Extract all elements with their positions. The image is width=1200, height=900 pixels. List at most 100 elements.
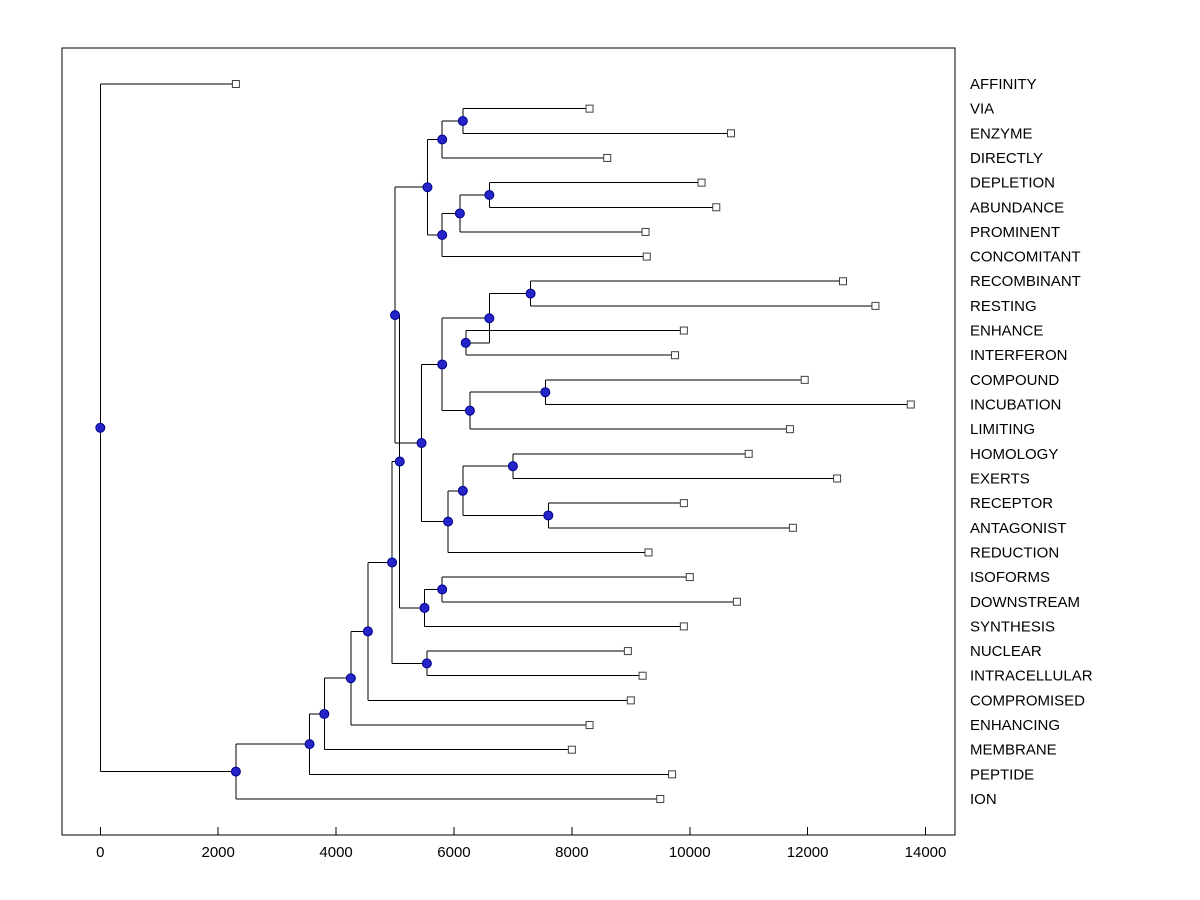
- leaf-label: VIA: [970, 101, 994, 118]
- internal-node-marker: [95, 422, 106, 433]
- internal-node-marker: [416, 438, 427, 449]
- internal-node-marker: [507, 461, 518, 472]
- internal-node-marker: [543, 510, 554, 521]
- internal-node-marker: [387, 557, 398, 568]
- leaf-marker: [685, 573, 694, 582]
- x-tick-label: 8000: [555, 844, 588, 861]
- leaf-marker: [800, 375, 809, 384]
- leaf-marker: [732, 597, 741, 606]
- x-tick-label: 6000: [437, 844, 470, 861]
- internal-node-marker: [394, 456, 405, 467]
- leaf-label: MEMBRANE: [970, 742, 1057, 759]
- leaf-label: ENHANCING: [970, 717, 1060, 734]
- leaf-label: PEPTIDE: [970, 766, 1034, 783]
- leaf-marker: [644, 548, 653, 557]
- leaf-label: ANTAGONIST: [970, 520, 1066, 537]
- leaf-marker: [231, 80, 240, 88]
- leaf-label: CONCOMITANT: [970, 249, 1081, 266]
- internal-node-marker: [437, 359, 448, 370]
- internal-node-marker: [437, 230, 448, 241]
- internal-node-marker: [421, 658, 432, 669]
- leaf-marker: [626, 696, 635, 705]
- leaf-marker: [603, 153, 612, 162]
- leaf-label: SYNTHESIS: [970, 618, 1055, 635]
- leaf-marker: [833, 474, 842, 483]
- internal-node-marker: [464, 405, 475, 416]
- internal-node-marker: [457, 115, 468, 126]
- leaf-label: REDUCTION: [970, 544, 1059, 561]
- leaf-marker: [656, 795, 665, 803]
- leaf-label: DIRECTLY: [970, 150, 1043, 167]
- internal-node-marker: [345, 673, 356, 684]
- leaf-marker: [642, 252, 651, 261]
- x-tick-label: 4000: [319, 844, 352, 861]
- internal-node-marker: [362, 626, 373, 637]
- leaf-label: ABUNDANCE: [970, 199, 1064, 216]
- x-tick-label: 12000: [787, 844, 829, 861]
- internal-node-marker: [454, 208, 465, 219]
- leaf-label: DOWNSTREAM: [970, 594, 1080, 611]
- x-tick-label: 10000: [669, 844, 711, 861]
- x-tick-label: 14000: [905, 844, 947, 861]
- internal-node-marker: [540, 387, 551, 398]
- leaf-label: ISOFORMS: [970, 569, 1050, 586]
- leaf-marker: [638, 671, 647, 680]
- leaf-label: INTERFERON: [970, 347, 1068, 364]
- leaf-marker: [788, 523, 797, 532]
- leaf-marker: [671, 351, 680, 360]
- leaf-label: RECOMBINANT: [970, 273, 1081, 290]
- leaf-marker: [727, 129, 736, 138]
- internal-node-marker: [422, 182, 433, 193]
- leaf-marker: [679, 326, 688, 335]
- x-tick-label: 2000: [202, 844, 235, 861]
- leaf-label: NUCLEAR: [970, 643, 1042, 660]
- leaf-marker: [744, 449, 753, 458]
- leaf-label: RECEPTOR: [970, 495, 1053, 512]
- leaf-label: ENZYME: [970, 125, 1033, 142]
- leaf-marker: [585, 104, 594, 113]
- leaf-label: COMPROMISED: [970, 692, 1085, 709]
- plot-border: [61, 47, 956, 836]
- leaf-label: RESTING: [970, 298, 1037, 315]
- leaf-marker: [679, 499, 688, 508]
- leaf-label: HOMOLOGY: [970, 446, 1058, 463]
- internal-node-marker: [419, 602, 430, 613]
- leaf-label: ENHANCE: [970, 323, 1043, 340]
- internal-node-marker: [390, 310, 401, 321]
- internal-node-marker: [437, 584, 448, 595]
- leaf-label: EXERTS: [970, 470, 1030, 487]
- internal-node-marker: [525, 288, 536, 299]
- leaf-label: DEPLETION: [970, 175, 1055, 192]
- leaf-label: AFFINITY: [970, 76, 1037, 93]
- internal-node-marker: [319, 708, 330, 719]
- leaf-marker: [906, 400, 915, 409]
- leaf-marker: [785, 425, 794, 434]
- leaf-label: INCUBATION: [970, 397, 1061, 414]
- leaf-marker: [712, 203, 721, 212]
- internal-node-marker: [457, 485, 468, 496]
- leaf-marker: [641, 227, 650, 236]
- leaf-marker: [679, 622, 688, 631]
- internal-node-marker: [460, 337, 471, 348]
- internal-node-marker: [484, 189, 495, 200]
- leaf-label: INTRACELLULAR: [970, 668, 1093, 685]
- leaf-marker: [567, 745, 576, 754]
- internal-node-marker: [484, 313, 495, 324]
- internal-node-marker: [230, 766, 241, 777]
- leaf-marker: [839, 277, 848, 286]
- leaf-marker: [871, 301, 880, 310]
- leaf-label: COMPOUND: [970, 372, 1059, 389]
- internal-node-marker: [443, 516, 454, 527]
- leaf-marker: [585, 721, 594, 730]
- internal-node-marker: [304, 739, 315, 750]
- leaf-marker: [697, 178, 706, 187]
- leaf-label: LIMITING: [970, 421, 1035, 438]
- leaf-label: ION: [970, 791, 997, 808]
- leaf-marker: [668, 770, 677, 779]
- x-tick-label: 0: [96, 844, 104, 861]
- internal-node-marker: [437, 134, 448, 145]
- leaf-label: PROMINENT: [970, 224, 1060, 241]
